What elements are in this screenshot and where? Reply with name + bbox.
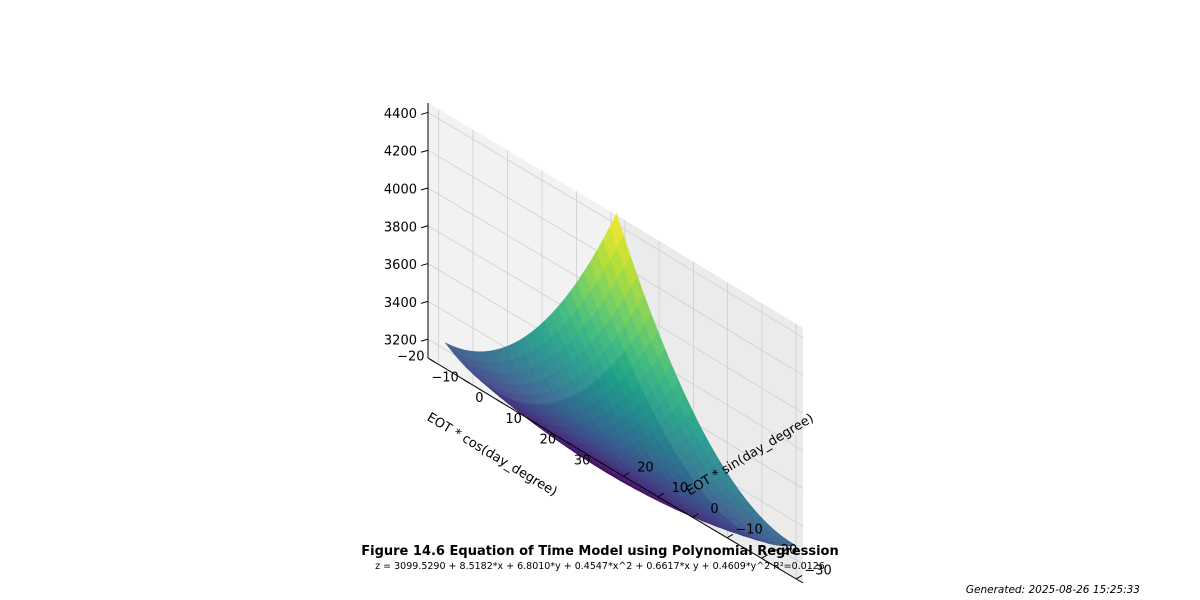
z-tick-label: 3600 [384,258,417,273]
y-tick-mark [565,441,573,446]
z-tick-label: 4400 [384,107,417,122]
z-tick-mark [420,111,429,115]
z-tick-label: 4000 [384,183,417,198]
x-axis-line [612,469,804,584]
z-tick-labels: 3200 3400 3600 3800 4000 4200 4400 [384,107,417,349]
z-tick-mark [420,263,429,267]
y-tick-mark [428,358,436,363]
figure-title: Figure 14.6 Equation of Time Model using… [361,544,839,559]
x-tick-label: 20 [637,461,654,476]
generated-timestamp: Generated: 2025-08-26 15:25:33 [965,584,1140,596]
x-tick-labels: −30 −20 −10 0 10 20 [637,461,832,579]
y-axis-line [427,357,614,471]
x-tick-mark [692,513,699,518]
z-tick-mark [420,149,429,153]
x-tick-mark [795,574,803,580]
y-tick-label: 10 [505,412,522,427]
x-tick-mark [726,533,734,539]
y-tick-mark [462,378,470,384]
y-tick-mark [531,420,538,425]
y-tick-label: −10 [431,370,458,385]
z-tick-mark [420,300,429,304]
x-tick-label: −20 [770,543,797,558]
x-tick-label: 10 [672,481,689,496]
z-tick-label: 4200 [384,145,417,160]
y-tick-labels: −20 −10 0 10 20 30 [397,350,590,469]
z-tick-mark [420,338,429,342]
regression-equation: z = 3099.5290 + 8.5182*x + 6.8010*y + 0.… [375,561,825,572]
x-tick-label: −30 [804,563,831,578]
x-tick-mark [761,554,768,559]
z-tick-label: 3200 [384,334,417,349]
z-tick-label: 3800 [384,220,417,235]
x-tick-label: −10 [735,522,762,537]
y-tick-label: 20 [540,433,557,448]
x-tick-label: 0 [710,502,718,517]
z-tick-label: 3400 [384,296,417,311]
y-tick-label: 0 [475,391,483,406]
x-tick-mark [623,472,630,477]
z-tick-mark [420,225,429,229]
y-tick-mark [599,461,607,467]
y-tick-mark [497,399,504,405]
y-tick-label: 30 [574,453,591,468]
y-tick-label: −20 [397,350,424,365]
surface-facet [609,213,624,249]
surface-mesh [445,213,797,547]
x-tick-mark [657,492,665,498]
axis-lines [427,103,804,584]
tick-marks [420,111,803,580]
z-tick-mark [420,187,429,191]
